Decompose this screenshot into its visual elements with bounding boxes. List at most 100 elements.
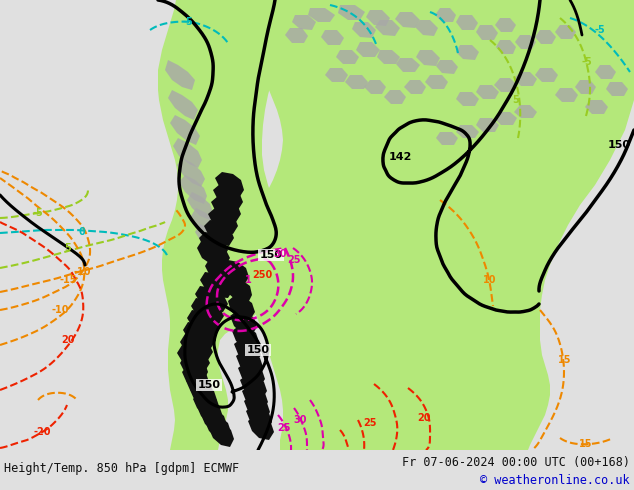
Polygon shape <box>242 385 268 410</box>
Text: 20: 20 <box>61 335 75 345</box>
Polygon shape <box>225 278 252 303</box>
Polygon shape <box>205 258 237 284</box>
Polygon shape <box>168 90 198 120</box>
Text: 25: 25 <box>287 255 301 265</box>
Polygon shape <box>476 25 498 40</box>
Polygon shape <box>165 60 195 90</box>
Polygon shape <box>205 415 231 440</box>
Polygon shape <box>415 20 438 36</box>
Polygon shape <box>606 82 628 96</box>
Polygon shape <box>366 10 390 26</box>
Polygon shape <box>228 295 255 320</box>
Polygon shape <box>535 68 558 82</box>
Text: 0: 0 <box>79 227 86 237</box>
Polygon shape <box>230 310 257 335</box>
Polygon shape <box>494 112 517 125</box>
Polygon shape <box>375 20 400 36</box>
Polygon shape <box>456 45 479 60</box>
Text: Fr 07-06-2024 00:00 UTC (00+168): Fr 07-06-2024 00:00 UTC (00+168) <box>402 456 630 468</box>
Polygon shape <box>345 75 368 89</box>
Text: 1: 1 <box>245 275 251 285</box>
Polygon shape <box>292 15 316 30</box>
Polygon shape <box>246 405 272 430</box>
Polygon shape <box>201 408 227 433</box>
Polygon shape <box>495 18 516 32</box>
Polygon shape <box>456 15 478 30</box>
Polygon shape <box>240 374 267 399</box>
Polygon shape <box>244 395 270 420</box>
Text: 30: 30 <box>294 415 307 425</box>
Text: 250: 250 <box>252 270 272 280</box>
Polygon shape <box>158 0 310 450</box>
Polygon shape <box>186 374 213 399</box>
Text: 150: 150 <box>198 380 221 390</box>
Polygon shape <box>336 50 359 64</box>
Polygon shape <box>425 75 448 89</box>
Polygon shape <box>242 0 634 450</box>
Polygon shape <box>515 35 536 49</box>
Polygon shape <box>182 365 209 390</box>
Polygon shape <box>213 184 243 210</box>
Text: 142: 142 <box>388 152 411 162</box>
Polygon shape <box>204 220 234 246</box>
Text: 150: 150 <box>247 345 269 355</box>
Polygon shape <box>308 8 335 22</box>
Polygon shape <box>595 65 616 79</box>
Text: 15: 15 <box>559 355 572 365</box>
Polygon shape <box>352 22 376 38</box>
Polygon shape <box>476 118 499 132</box>
Polygon shape <box>555 88 578 102</box>
Polygon shape <box>238 362 265 387</box>
Polygon shape <box>191 208 216 235</box>
Polygon shape <box>199 232 228 258</box>
Polygon shape <box>395 12 420 28</box>
Polygon shape <box>191 298 224 324</box>
Polygon shape <box>456 92 479 106</box>
Polygon shape <box>325 68 348 82</box>
Polygon shape <box>377 50 400 64</box>
Polygon shape <box>555 25 576 39</box>
Text: -5: -5 <box>32 208 43 218</box>
Polygon shape <box>404 80 426 94</box>
Text: 20: 20 <box>417 413 430 423</box>
Text: -5: -5 <box>183 17 193 27</box>
Polygon shape <box>285 28 308 43</box>
Polygon shape <box>195 286 228 312</box>
Text: 30: 30 <box>273 249 287 259</box>
Polygon shape <box>211 196 241 222</box>
Polygon shape <box>364 80 386 94</box>
Text: 150: 150 <box>259 250 283 260</box>
Text: 10: 10 <box>483 275 497 285</box>
Polygon shape <box>208 208 238 234</box>
Text: -20: -20 <box>33 427 51 437</box>
Polygon shape <box>575 80 596 94</box>
Polygon shape <box>396 58 420 72</box>
Text: 5: 5 <box>65 243 72 253</box>
Polygon shape <box>177 345 210 371</box>
Polygon shape <box>195 224 219 251</box>
Text: 25: 25 <box>363 418 377 428</box>
Polygon shape <box>436 132 458 145</box>
Text: 150: 150 <box>607 140 630 150</box>
Polygon shape <box>585 100 608 114</box>
Text: © weatheronline.co.uk: © weatheronline.co.uk <box>481 473 630 487</box>
Text: -10: -10 <box>74 267 91 277</box>
Polygon shape <box>177 158 205 187</box>
Text: 15: 15 <box>579 439 593 449</box>
Polygon shape <box>248 415 274 440</box>
Polygon shape <box>221 260 249 285</box>
Polygon shape <box>236 350 263 375</box>
Text: 5: 5 <box>513 95 519 105</box>
Polygon shape <box>190 383 217 408</box>
Polygon shape <box>197 240 230 266</box>
Polygon shape <box>180 334 213 360</box>
Polygon shape <box>180 355 208 380</box>
Polygon shape <box>476 85 499 99</box>
Polygon shape <box>183 322 216 348</box>
Text: -5: -5 <box>595 25 605 35</box>
Polygon shape <box>200 272 233 298</box>
Polygon shape <box>514 72 537 86</box>
Polygon shape <box>496 40 516 54</box>
Polygon shape <box>338 5 365 20</box>
Polygon shape <box>232 325 259 350</box>
